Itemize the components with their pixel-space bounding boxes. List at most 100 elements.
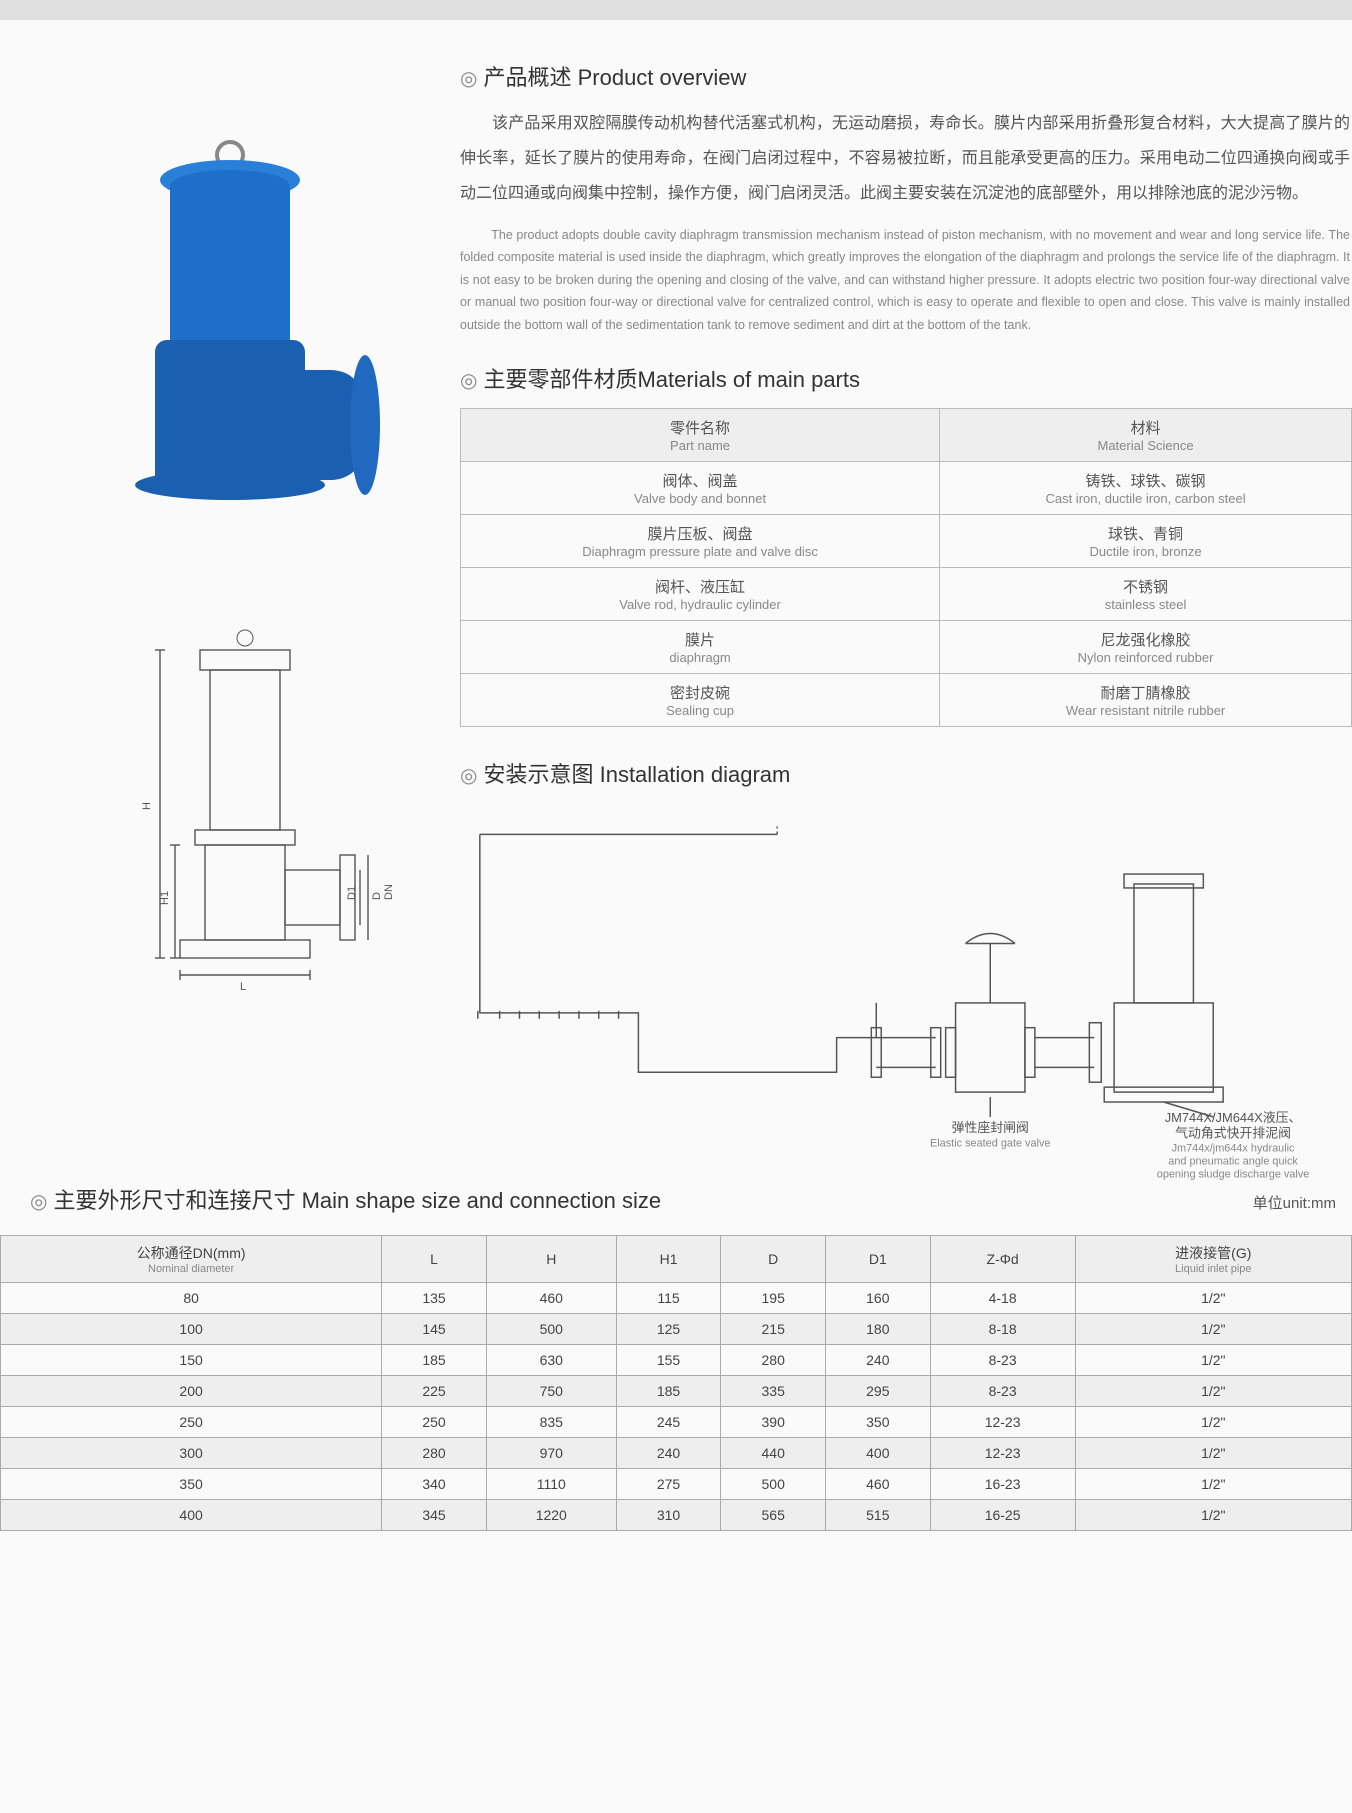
size-table: 公称通径DN(mm)Nominal diameterLHH1DD1Z-Φd进液接… xyxy=(0,1235,1352,1531)
size-cell: 4-18 xyxy=(930,1283,1075,1314)
size-cell: 275 xyxy=(616,1469,721,1500)
size-cell: 8-23 xyxy=(930,1376,1075,1407)
size-cell: 115 xyxy=(616,1283,721,1314)
size-cell: 630 xyxy=(486,1345,616,1376)
left-column: H H1 L D D1 xyxy=(0,60,450,1183)
size-cell: 400 xyxy=(826,1438,931,1469)
size-cell: 280 xyxy=(382,1438,487,1469)
size-cell: 16-23 xyxy=(930,1469,1075,1500)
col-cn: H1 xyxy=(621,1251,717,1267)
size-cell: 12-23 xyxy=(930,1407,1075,1438)
size-cell: 100 xyxy=(1,1314,382,1345)
size-cell: 1/2" xyxy=(1075,1469,1351,1500)
size-cell: 390 xyxy=(721,1407,826,1438)
col-cn: D xyxy=(725,1251,821,1267)
size-cell: 515 xyxy=(826,1500,931,1531)
size-col-header: D xyxy=(721,1236,826,1283)
size-cell: 250 xyxy=(1,1407,382,1438)
size-col-header: D1 xyxy=(826,1236,931,1283)
mat-cn: 尼龙强化橡胶 xyxy=(948,629,1343,650)
overview-heading: ◎产品概述 Product overview xyxy=(460,60,1352,92)
part-en: Valve body and bonnet xyxy=(469,491,931,506)
dim-D1-label: D1 xyxy=(346,886,358,900)
size-cell: 460 xyxy=(826,1469,931,1500)
table-row: 801354601151951604-181/2" xyxy=(1,1283,1352,1314)
sizes-heading: ◎主要外形尺寸和连接尺寸 Main shape size and connect… xyxy=(30,1183,1253,1215)
size-cell: 160 xyxy=(826,1283,931,1314)
size-cell: 180 xyxy=(826,1314,931,1345)
install-label1-cn: 弹性座封闸阀 xyxy=(952,1120,1029,1135)
size-cell: 340 xyxy=(382,1469,487,1500)
bullet-icon: ◎ xyxy=(460,68,477,90)
size-cell: 240 xyxy=(616,1438,721,1469)
size-cell: 1220 xyxy=(486,1500,616,1531)
size-cell: 565 xyxy=(721,1500,826,1531)
materials-table: 零件名称 Part name 材料 Material Science 阀体、阀盖… xyxy=(460,408,1352,727)
size-cell: 310 xyxy=(616,1500,721,1531)
materials-title-en: Materials of main parts xyxy=(637,367,860,392)
part-en: Diaphragm pressure plate and valve disc xyxy=(469,544,931,559)
col-en: Nominal diameter xyxy=(5,1263,377,1275)
right-column: ◎产品概述 Product overview 该产品采用双腔隔膜传动机构替代活塞… xyxy=(450,60,1352,1183)
size-cell: 225 xyxy=(382,1376,487,1407)
size-cell: 500 xyxy=(721,1469,826,1500)
size-cell: 280 xyxy=(721,1345,826,1376)
table-row: 膜片压板、阀盘Diaphragm pressure plate and valv… xyxy=(461,515,1352,568)
dim-D-label: D xyxy=(371,892,383,900)
mat-cn: 耐磨丁腈橡胶 xyxy=(948,682,1343,703)
overview-desc-en: The product adopts double cavity diaphra… xyxy=(460,224,1352,337)
table-row: 2002257501853352958-231/2" xyxy=(1,1376,1352,1407)
part-cell: 膜片diaphragm xyxy=(461,621,940,674)
size-cell: 185 xyxy=(382,1345,487,1376)
size-cell: 135 xyxy=(382,1283,487,1314)
size-cell: 1/2" xyxy=(1075,1283,1351,1314)
size-cell: 1/2" xyxy=(1075,1500,1351,1531)
col-cn: 进液接管(G) xyxy=(1080,1243,1347,1263)
size-col-header: Z-Φd xyxy=(930,1236,1075,1283)
valve-flange-bottom-shape xyxy=(135,470,325,500)
part-cn: 阀杆、液压缸 xyxy=(469,576,931,597)
size-cell: 1110 xyxy=(486,1469,616,1500)
size-cell: 215 xyxy=(721,1314,826,1345)
size-cell: 335 xyxy=(721,1376,826,1407)
part-cell: 密封皮碗Sealing cup xyxy=(461,674,940,727)
size-cell: 750 xyxy=(486,1376,616,1407)
table-row: 350340111027550046016-231/2" xyxy=(1,1469,1352,1500)
mat-en: Wear resistant nitrile rubber xyxy=(948,703,1343,718)
size-cell: 970 xyxy=(486,1438,616,1469)
install-label1-en: Elastic seated gate valve xyxy=(930,1138,1050,1150)
unit-label: 单位unit:mm xyxy=(1253,1192,1342,1213)
table-row: 30028097024044040012-231/2" xyxy=(1,1438,1352,1469)
size-col-header: L xyxy=(382,1236,487,1283)
mat-cell: 耐磨丁腈橡胶Wear resistant nitrile rubber xyxy=(940,674,1352,727)
col-en: Liquid inlet pipe xyxy=(1080,1263,1347,1275)
size-header: ◎主要外形尺寸和连接尺寸 Main shape size and connect… xyxy=(0,1183,1352,1235)
size-cell: 1/2" xyxy=(1075,1376,1351,1407)
size-cell: 1/2" xyxy=(1075,1314,1351,1345)
col-cn: 公称通径DN(mm) xyxy=(5,1243,377,1263)
size-cell: 12-23 xyxy=(930,1438,1075,1469)
mat-cell: 不锈钢stainless steel xyxy=(940,568,1352,621)
table-row: 1501856301552802408-231/2" xyxy=(1,1345,1352,1376)
table-row: 25025083524539035012-231/2" xyxy=(1,1407,1352,1438)
size-cell: 1/2" xyxy=(1075,1438,1351,1469)
size-cell: 1/2" xyxy=(1075,1345,1351,1376)
overview-title-cn: 产品概述 xyxy=(483,65,571,90)
size-cell: 295 xyxy=(826,1376,931,1407)
install-diagram: 弹性座封闸阀 Elastic seated gate valve JM744X/… xyxy=(460,803,1352,1183)
part-en: Valve rod, hydraulic cylinder xyxy=(469,597,931,612)
bullet-icon: ◎ xyxy=(30,1191,47,1213)
mat-en: stainless steel xyxy=(948,597,1343,612)
bullet-icon: ◎ xyxy=(460,370,477,392)
size-cell: 145 xyxy=(382,1314,487,1345)
size-cell: 80 xyxy=(1,1283,382,1314)
valve-outlet-flange-shape xyxy=(350,355,380,495)
size-col-header: H1 xyxy=(616,1236,721,1283)
mat-cn: 球铁、青铜 xyxy=(948,523,1343,544)
mat-en: Cast iron, ductile iron, carbon steel xyxy=(948,491,1343,506)
table-row: 零件名称 Part name 材料 Material Science xyxy=(461,409,1352,462)
part-en: Sealing cup xyxy=(469,703,931,718)
header-part-en: Part name xyxy=(469,438,931,453)
header-part-cn: 零件名称 xyxy=(469,417,931,438)
materials-heading: ◎主要零部件材质Materials of main parts xyxy=(460,362,1352,394)
